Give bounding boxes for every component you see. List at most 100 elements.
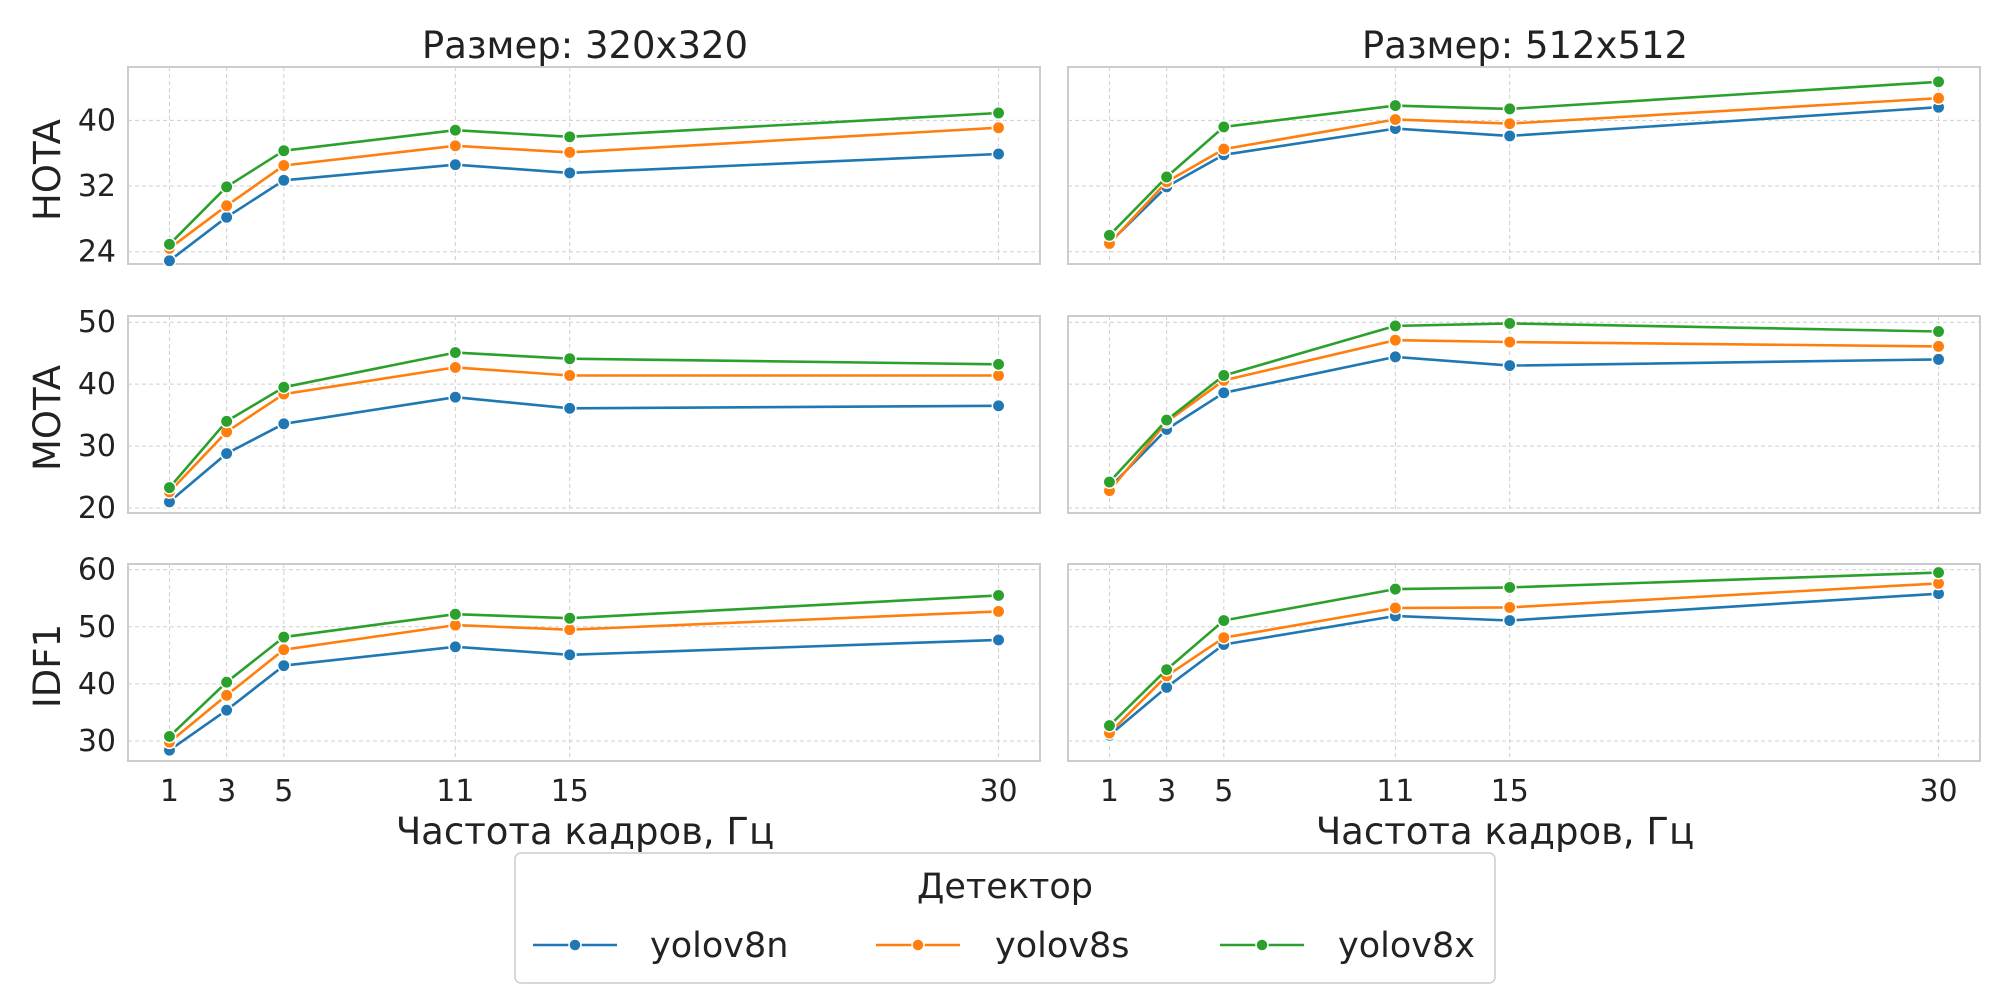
panel-hota-320-point-yolov8x-30 — [991, 106, 1006, 120]
panel-idf1-512-point-yolov8n-3 — [1159, 680, 1174, 695]
panel-idf1-512-line-yolov8n — [1108, 592, 1939, 737]
panel-mota-320: 20 30 40 50 — [78, 305, 1041, 526]
panel-idf1-320-point-yolov8x-11 — [448, 607, 463, 622]
panel-mota-320-point-yolov8x-5 — [276, 380, 291, 395]
panel-hota-512-point-yolov8x-3 — [1159, 170, 1174, 184]
panel-mota-512-point-yolov8x-1 — [1102, 475, 1117, 489]
panel-mota-512-point-yolov8x-30 — [1931, 324, 1946, 339]
panel-hota-512-point-yolov8x-15 — [1502, 101, 1517, 116]
panel-idf1-320-point-yolov8x-1 — [162, 729, 177, 744]
panel-mota-512-point-yolov8x-11 — [1388, 318, 1403, 333]
x-tick-label-left-1: 1 — [160, 774, 179, 809]
column-title-512: Размер: 512x512 — [1362, 24, 1688, 67]
row-label-hota: HOTA — [26, 119, 69, 221]
panel-mota-512-point-yolov8x-5 — [1216, 368, 1231, 383]
panel-hota-320-line-yolov8n — [168, 152, 999, 262]
x-tick-label-right-15: 15 — [1491, 774, 1529, 809]
y-tick-label-mota-50: 50 — [78, 305, 116, 340]
panel-hota-512-line-yolov8x — [1108, 80, 1939, 237]
legend-marker-yolov8n — [568, 938, 582, 952]
panel-mota-512-line-yolov8s — [1108, 338, 1939, 492]
y-tick-label-hota-32: 32 — [78, 169, 116, 204]
labels-layer: Размер: 320x320 Размер: 512x512 HOTA MOT… — [26, 24, 1694, 853]
x-tick-label-right-3: 3 — [1157, 774, 1176, 809]
panel-idf1-320-point-yolov8s-15 — [562, 622, 577, 637]
panel-mota-512 — [1067, 315, 1981, 514]
panel-hota-512-background — [1068, 67, 1980, 264]
panel-mota-320-point-yolov8n-3 — [219, 446, 234, 461]
panel-mota-320-line-yolov8s — [168, 366, 999, 493]
x-tick-label-right-1: 1 — [1100, 774, 1119, 809]
x-tick-label-left-30: 30 — [979, 774, 1017, 809]
panel-idf1-320-point-yolov8s-30 — [991, 604, 1006, 619]
panel-mota-512-point-yolov8n-11 — [1388, 349, 1403, 364]
x-tick-label-right-5: 5 — [1214, 774, 1233, 809]
panel-idf1-512-point-yolov8x-1 — [1102, 718, 1117, 733]
panel-hota-320-line-yolov8x — [168, 111, 999, 246]
legend-title: Детектор — [917, 867, 1093, 907]
legend-label-yolov8n: yolov8n — [650, 926, 788, 966]
panel-hota-512-point-yolov8s-15 — [1502, 116, 1517, 131]
panel-idf1-320-point-yolov8n-30 — [991, 632, 1006, 647]
x-tick-label-right-30: 30 — [1919, 774, 1957, 809]
panel-idf1-320-point-yolov8n-5 — [276, 658, 291, 673]
panel-idf1-320-point-yolov8s-5 — [276, 642, 291, 657]
panel-idf1-512-point-yolov8x-15 — [1502, 580, 1517, 595]
panel-idf1-512-point-yolov8x-5 — [1216, 613, 1231, 628]
panel-idf1-320-line-yolov8n — [168, 638, 999, 752]
panel-mota-512-point-yolov8n-5 — [1216, 385, 1231, 400]
y-tick-label-idf1-50: 50 — [78, 610, 116, 645]
panel-idf1-512-line-yolov8s — [1108, 582, 1939, 734]
panel-mota-512-point-yolov8n-30 — [1931, 352, 1946, 367]
panel-mota-320-background — [128, 316, 1040, 513]
panel-idf1-512-background — [1068, 564, 1980, 761]
panel-idf1-320-point-yolov8x-15 — [562, 611, 577, 626]
panel-idf1-512-point-yolov8n-15 — [1502, 613, 1517, 628]
panel-hota-512-point-yolov8n-15 — [1502, 129, 1517, 143]
panel-idf1-512-point-yolov8x-11 — [1388, 582, 1403, 597]
y-tick-label-mota-20: 20 — [78, 491, 116, 526]
panel-hota-512-frame — [1067, 66, 1981, 265]
panel-idf1-320-background — [128, 564, 1040, 761]
panel-hota-320-point-yolov8x-15 — [562, 129, 577, 144]
panel-mota-512-point-yolov8s-30 — [1931, 339, 1946, 354]
y-tick-label-idf1-60: 60 — [78, 553, 116, 588]
panel-mota-320-point-yolov8x-3 — [219, 414, 234, 429]
panel-idf1-320-point-yolov8x-5 — [276, 630, 291, 645]
y-tick-label-hota-40: 40 — [78, 103, 116, 138]
x-tick-label-left-5: 5 — [274, 774, 293, 809]
x-tick-label-left-15: 15 — [551, 774, 589, 809]
panel-mota-320-frame — [127, 315, 1041, 514]
panel-idf1-320-point-yolov8n-11 — [448, 639, 463, 654]
panel-mota-512-line-yolov8n — [1108, 355, 1939, 489]
legend-marker-yolov8s — [911, 938, 925, 952]
legend-label-yolov8x: yolov8x — [1338, 926, 1475, 966]
panel-mota-320-point-yolov8x-11 — [448, 345, 463, 360]
panel-mota-320-line-yolov8n — [168, 395, 999, 503]
x-axis-label-right: Частота кадров, Гц — [1316, 810, 1694, 853]
panel-mota-512-line-yolov8x — [1108, 322, 1939, 483]
panel-idf1-512-frame — [1067, 563, 1981, 762]
panel-hota-320-point-yolov8x-11 — [448, 123, 463, 138]
panel-hota-320-frame — [127, 66, 1041, 265]
panel-hota-512-point-yolov8x-5 — [1216, 119, 1231, 134]
panel-hota-320-point-yolov8n-1 — [162, 253, 177, 268]
panel-hota-320-background — [128, 67, 1040, 264]
row-label-mota: MOTA — [26, 365, 69, 471]
panel-hota-320-point-yolov8n-5 — [276, 173, 291, 188]
panel-hota-320-point-yolov8n-3 — [219, 210, 234, 225]
legend-marker-yolov8x — [1255, 938, 1269, 952]
panel-idf1-512-line-yolov8x — [1108, 571, 1939, 727]
panel-idf1-512-point-yolov8x-30 — [1931, 565, 1946, 580]
panel-hota-320-point-yolov8x-5 — [276, 143, 291, 158]
column-title-320: Размер: 320x320 — [422, 24, 748, 67]
panel-mota-320-line-yolov8x — [168, 351, 999, 489]
panel-mota-320-point-yolov8s-11 — [448, 360, 463, 375]
panel-mota-512-point-yolov8s-11 — [1388, 333, 1403, 348]
panel-hota-512-point-yolov8s-30 — [1931, 91, 1946, 106]
panel-hota-512-point-yolov8s-5 — [1216, 142, 1231, 157]
legend-label-yolov8s: yolov8s — [995, 926, 1129, 966]
panel-hota-320-point-yolov8x-3 — [219, 179, 234, 194]
panel-mota-320-point-yolov8n-11 — [448, 390, 463, 405]
panel-mota-512-point-yolov8n-15 — [1502, 358, 1517, 373]
